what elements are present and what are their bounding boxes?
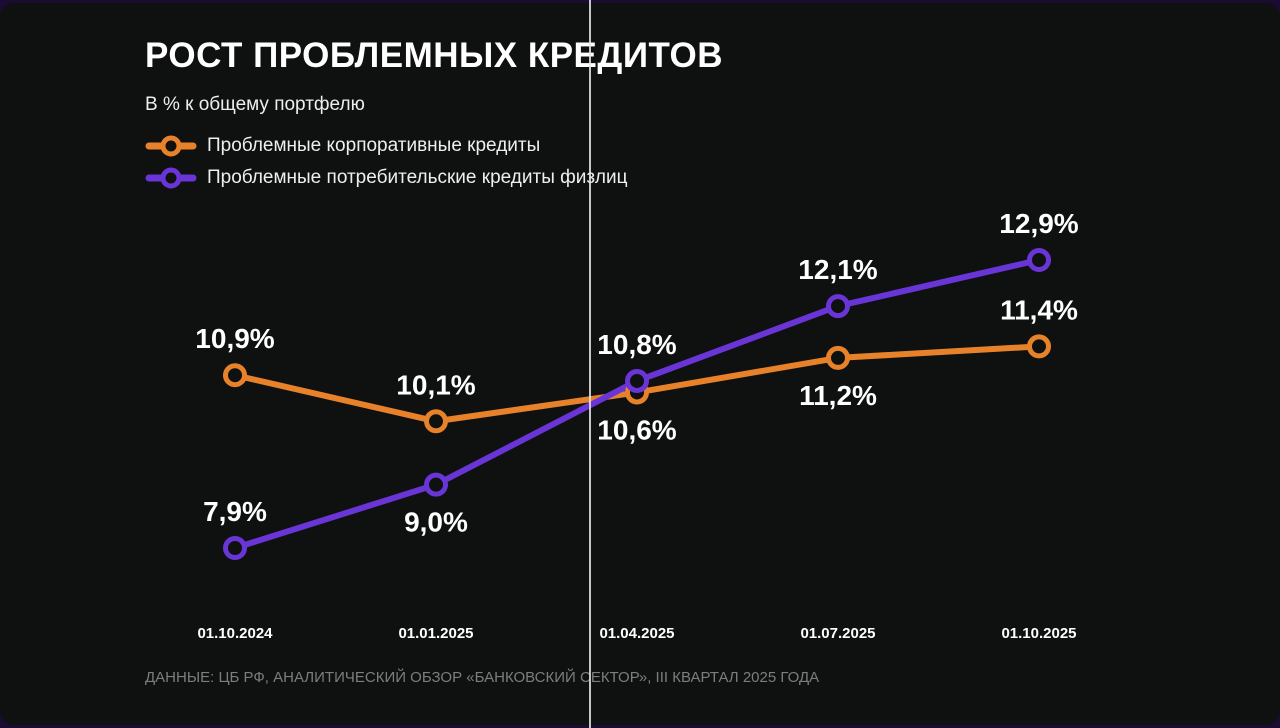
x-tick-label: 01.10.2025	[1001, 625, 1076, 642]
data-label: 12,9%	[999, 208, 1078, 239]
data-point	[424, 472, 448, 497]
data-label: 11,4%	[1000, 294, 1078, 325]
legend-label: Проблемные корпоративные кредиты	[207, 135, 541, 156]
source-note: ДАННЫЕ: ЦБ РФ, АНАЛИТИЧЕСКИЙ ОБЗОР «БАНК…	[145, 669, 820, 686]
data-point	[223, 536, 247, 560]
chart-panel	[0, 3, 1280, 725]
data-point	[223, 363, 247, 388]
data-point	[826, 345, 850, 370]
data-label: 10,1%	[396, 369, 475, 400]
legend-item-corporate: Проблемные корпоративные кредиты	[145, 134, 540, 158]
legend-label: Проблемные потребительские кредиты физли…	[207, 167, 628, 188]
x-tick-label: 01.01.2025	[398, 625, 473, 642]
data-label: 9,0%	[404, 507, 468, 538]
legend-marker-purple-icon	[145, 167, 197, 189]
legend-marker-orange-icon	[145, 135, 197, 157]
chart-title: РОСТ ПРОБЛЕМНЫХ КРЕДИТОВ	[145, 36, 723, 75]
data-label: 7,9%	[203, 496, 267, 527]
data-point	[1027, 334, 1051, 359]
data-label: 10,9%	[195, 323, 274, 354]
chart-subtitle: В % к общему портфелю	[145, 94, 365, 115]
x-tick-label: 01.04.2025	[599, 625, 674, 642]
data-label: 12,1%	[798, 254, 877, 285]
video-artifact-line	[589, 0, 591, 728]
data-point	[625, 368, 649, 393]
data-label: 11,2%	[799, 380, 877, 411]
data-label: 10,6%	[597, 414, 676, 445]
x-tick-label: 01.07.2025	[800, 625, 875, 642]
legend-item-consumer: Проблемные потребительские кредиты физли…	[145, 166, 627, 190]
data-point	[424, 409, 448, 434]
data-point	[826, 294, 850, 319]
data-point	[1027, 248, 1051, 272]
x-tick-label: 01.10.2024	[197, 625, 273, 642]
data-label: 10,8%	[597, 329, 676, 360]
